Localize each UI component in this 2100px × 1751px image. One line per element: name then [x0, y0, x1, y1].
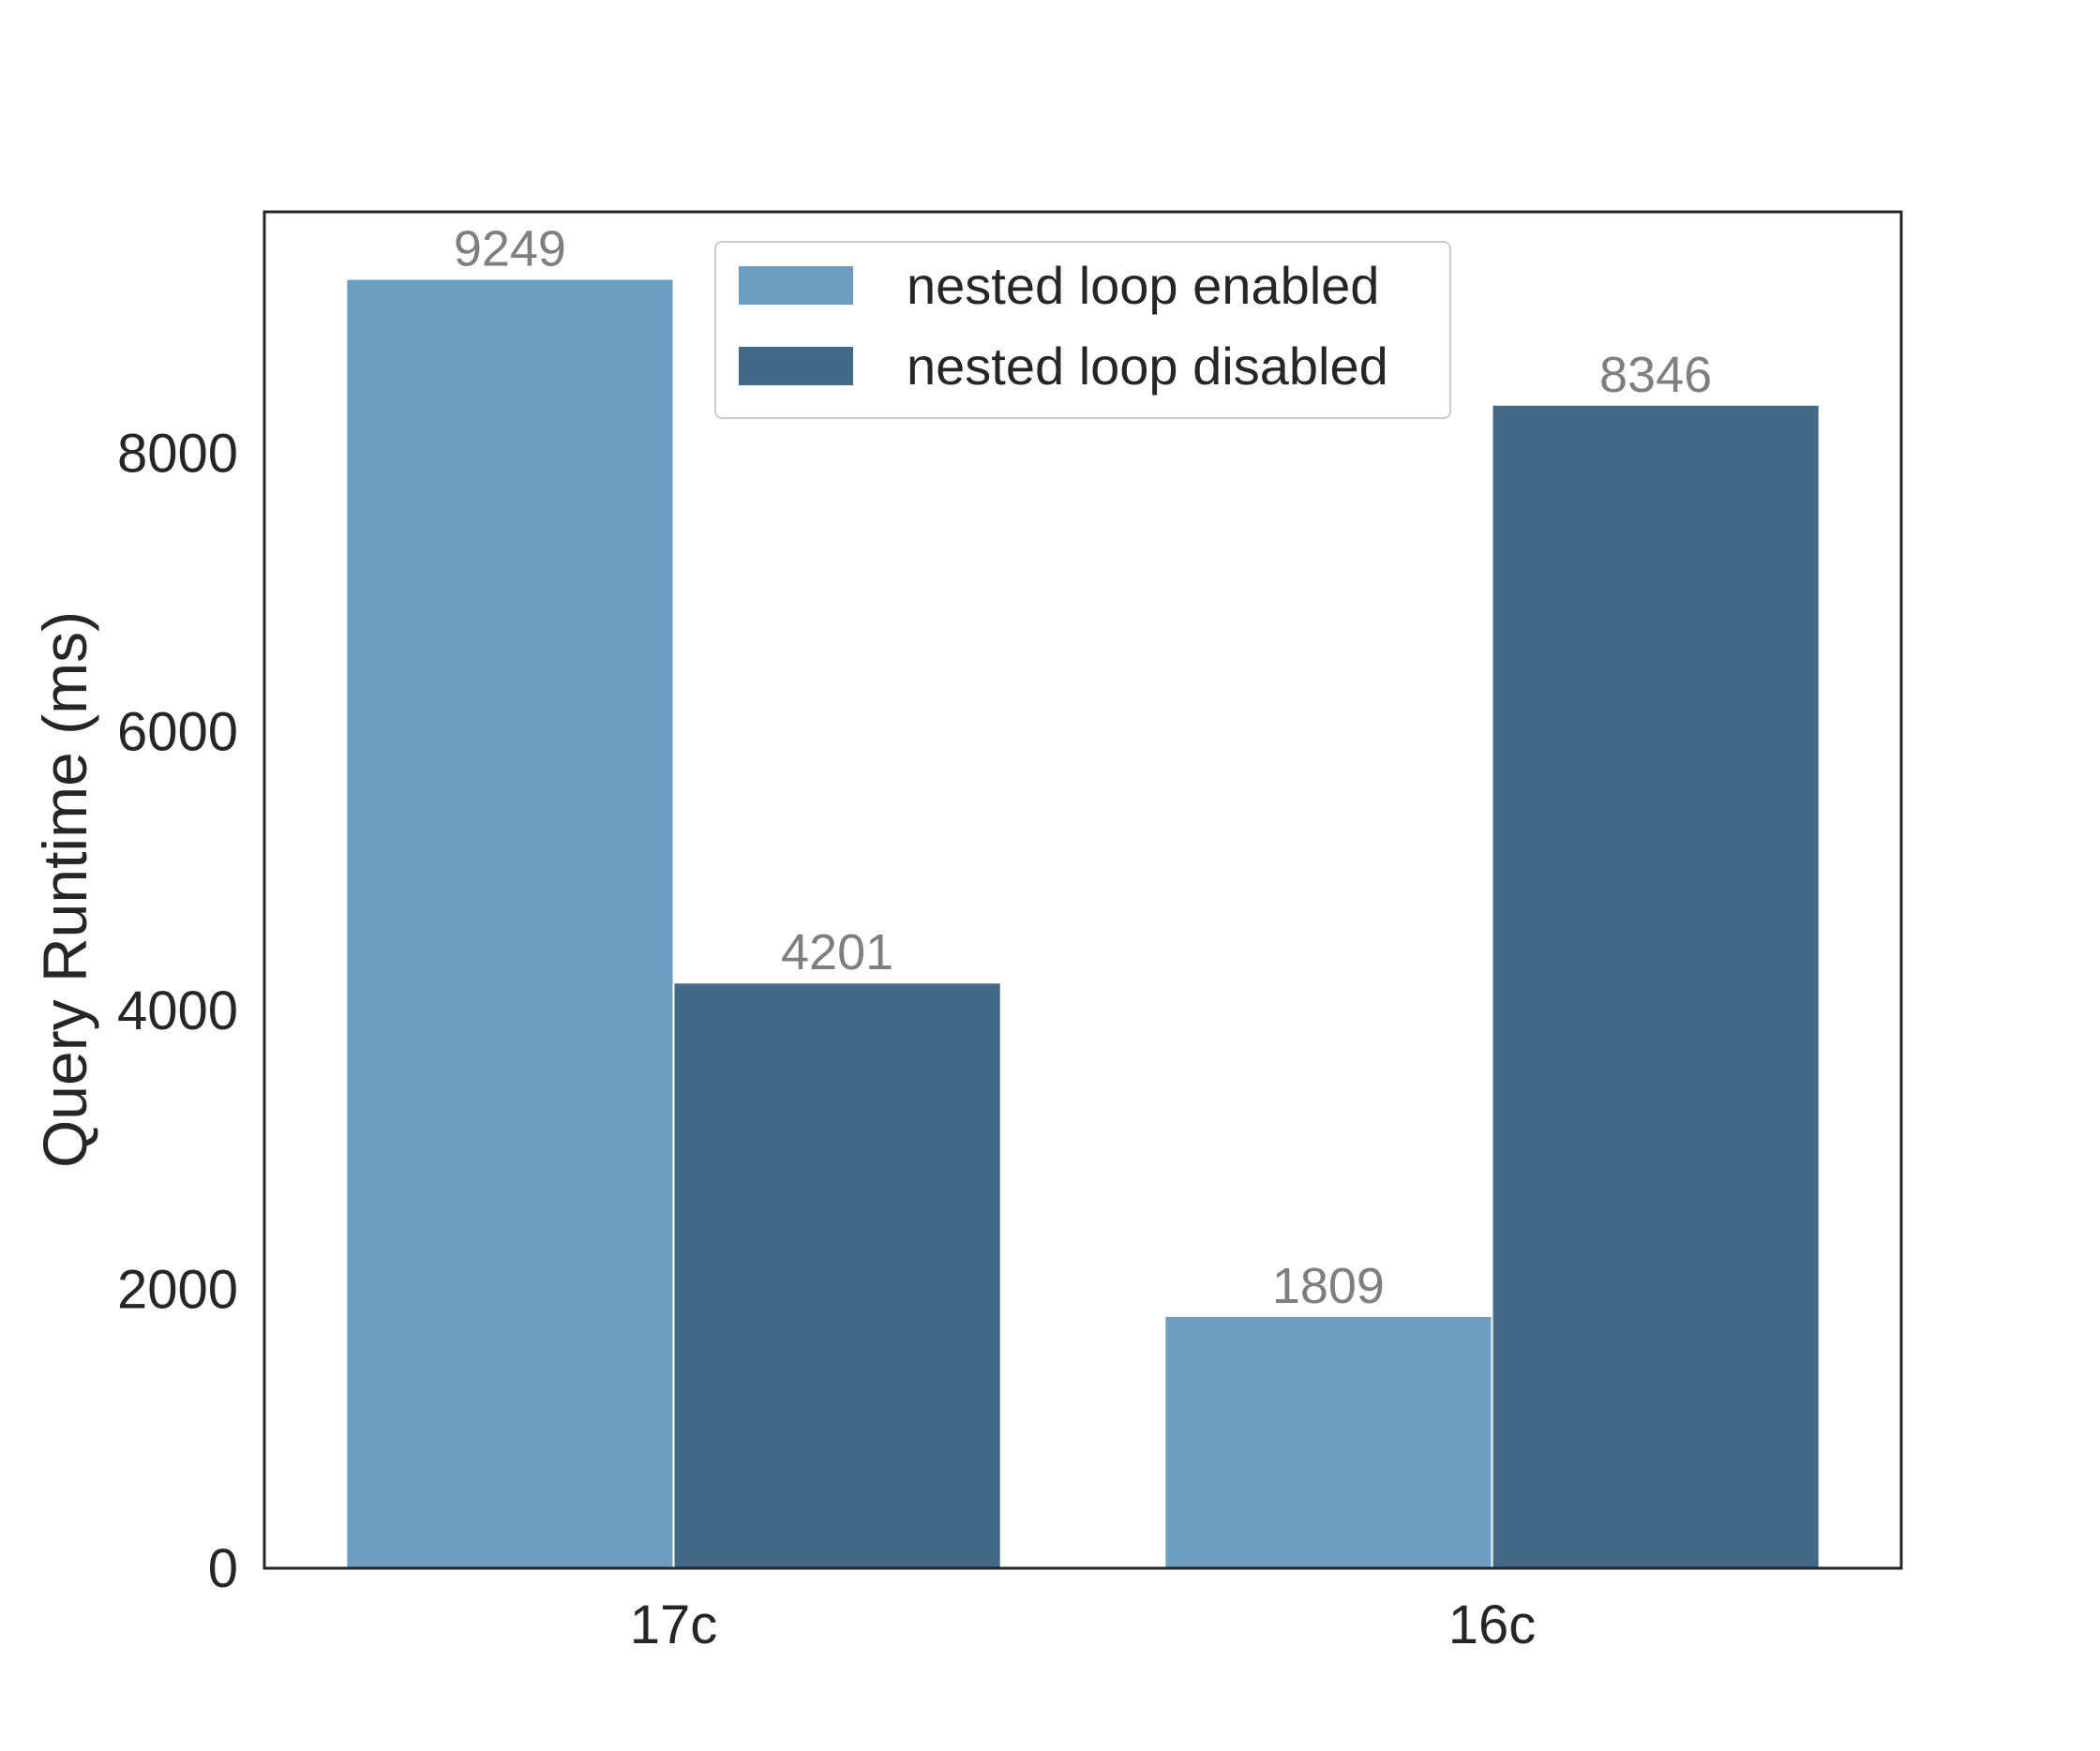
data-labels-layer: 9249 4201 1809 8346: [454, 221, 1712, 1314]
legend: nested loop enabled nested loop disabled: [714, 241, 1451, 419]
y-tick-label-0: 0: [208, 1538, 238, 1599]
bar-17c-nested-loop-enabled: [345, 277, 675, 1569]
legend-swatch-nested-loop-enabled: [739, 266, 853, 305]
bar-16c-nested-loop-enabled: [1163, 1314, 1493, 1569]
bar-17c-nested-loop-disabled: [672, 981, 1002, 1569]
y-tick-label-8000: 8000: [117, 423, 238, 484]
bars-layer: [345, 277, 1821, 1569]
y-tick-label-2000: 2000: [117, 1260, 238, 1321]
x-tick-label-16c: 16c: [1448, 1594, 1537, 1655]
legend-box: [714, 241, 1451, 419]
y-tick-label-4000: 4000: [117, 980, 238, 1041]
data-label-17c-nested-loop-disabled: 4201: [781, 924, 893, 980]
legend-label-nested-loop-disabled: nested loop disabled: [907, 337, 1388, 396]
y-axis-ticks: 0 2000 4000 6000 8000: [117, 423, 238, 1599]
legend-label-nested-loop-enabled: nested loop enabled: [907, 256, 1379, 315]
data-label-16c-nested-loop-enabled: 1809: [1272, 1258, 1385, 1314]
x-axis-ticks: 17c 16c: [630, 1594, 1537, 1655]
bar-16c-nested-loop-disabled: [1491, 403, 1821, 1569]
legend-entries: nested loop enabled nested loop disabled: [739, 256, 1388, 396]
data-label-17c-nested-loop-enabled: 9249: [454, 221, 566, 277]
y-tick-label-6000: 6000: [117, 702, 238, 763]
y-axis-title: Query Runtime (ms): [30, 611, 99, 1168]
data-label-16c-nested-loop-disabled: 8346: [1599, 347, 1712, 403]
legend-swatch-nested-loop-disabled: [739, 347, 853, 385]
x-tick-label-17c: 17c: [630, 1594, 718, 1655]
plot-frame: [262, 210, 1903, 1570]
